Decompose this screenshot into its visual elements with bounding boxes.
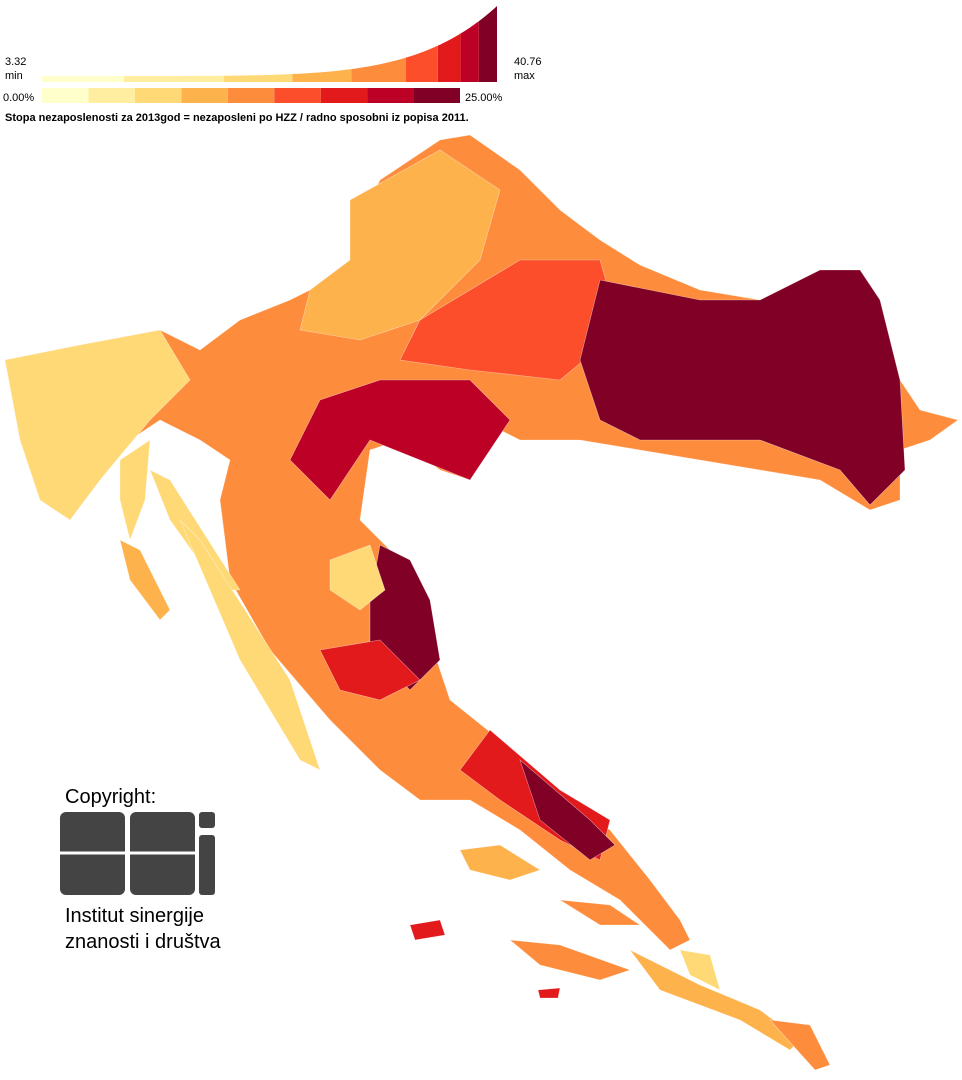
credit: Copyright: Institut sinergije znanosti i… bbox=[60, 786, 222, 953]
min-value: 3.32 bbox=[5, 56, 26, 68]
region bbox=[119, 439, 151, 542]
legend-swatch bbox=[42, 88, 89, 103]
institute-line: Institut sinergije bbox=[65, 905, 204, 927]
legend-swatch bbox=[181, 88, 228, 103]
legend-wedge bbox=[406, 45, 438, 82]
region bbox=[769, 1019, 831, 1071]
legend-swatch bbox=[227, 88, 275, 103]
region bbox=[319, 639, 421, 701]
legend-swatch bbox=[413, 88, 460, 103]
region bbox=[329, 544, 386, 611]
map bbox=[4, 134, 959, 1071]
region bbox=[559, 899, 641, 926]
region bbox=[629, 949, 801, 1051]
max-value: 40.76 bbox=[514, 56, 542, 68]
max-label: max bbox=[514, 70, 535, 82]
region bbox=[537, 987, 561, 999]
legend: 3.32 min 40.76 max 0.00% 25.00% Stopa ne… bbox=[3, 6, 542, 124]
region bbox=[509, 939, 631, 981]
logo-part bbox=[199, 835, 215, 895]
scale-start: 0.00% bbox=[3, 92, 34, 104]
legend-wedge bbox=[351, 57, 406, 82]
region bbox=[679, 949, 721, 991]
legend-wedge bbox=[478, 6, 497, 82]
region bbox=[409, 919, 446, 941]
region bbox=[4, 329, 191, 521]
region bbox=[299, 149, 501, 341]
logo-part bbox=[199, 812, 215, 828]
copyright-label: Copyright: bbox=[65, 786, 156, 808]
institute-line: znanosti i društva bbox=[65, 931, 222, 953]
min-label: min bbox=[5, 70, 23, 82]
legend-swatch bbox=[134, 88, 182, 103]
region bbox=[179, 519, 321, 771]
legend-swatch bbox=[274, 88, 321, 103]
legend-swatch bbox=[320, 88, 368, 103]
caption: Stopa nezaposlenosti za 2013god = nezapo… bbox=[5, 112, 469, 124]
region bbox=[289, 379, 511, 501]
region bbox=[119, 539, 171, 621]
region bbox=[519, 759, 616, 861]
region bbox=[459, 844, 541, 881]
scale-end: 25.00% bbox=[465, 92, 503, 104]
legend-wedge bbox=[123, 75, 224, 82]
legend-wedge bbox=[460, 21, 479, 82]
legend-wedge bbox=[42, 75, 124, 82]
legend-wedge bbox=[292, 69, 352, 82]
legend-swatch bbox=[367, 88, 414, 103]
legend-swatch bbox=[88, 88, 135, 103]
region bbox=[579, 269, 906, 506]
legend-wedge bbox=[437, 33, 461, 82]
legend-wedge bbox=[224, 74, 293, 82]
